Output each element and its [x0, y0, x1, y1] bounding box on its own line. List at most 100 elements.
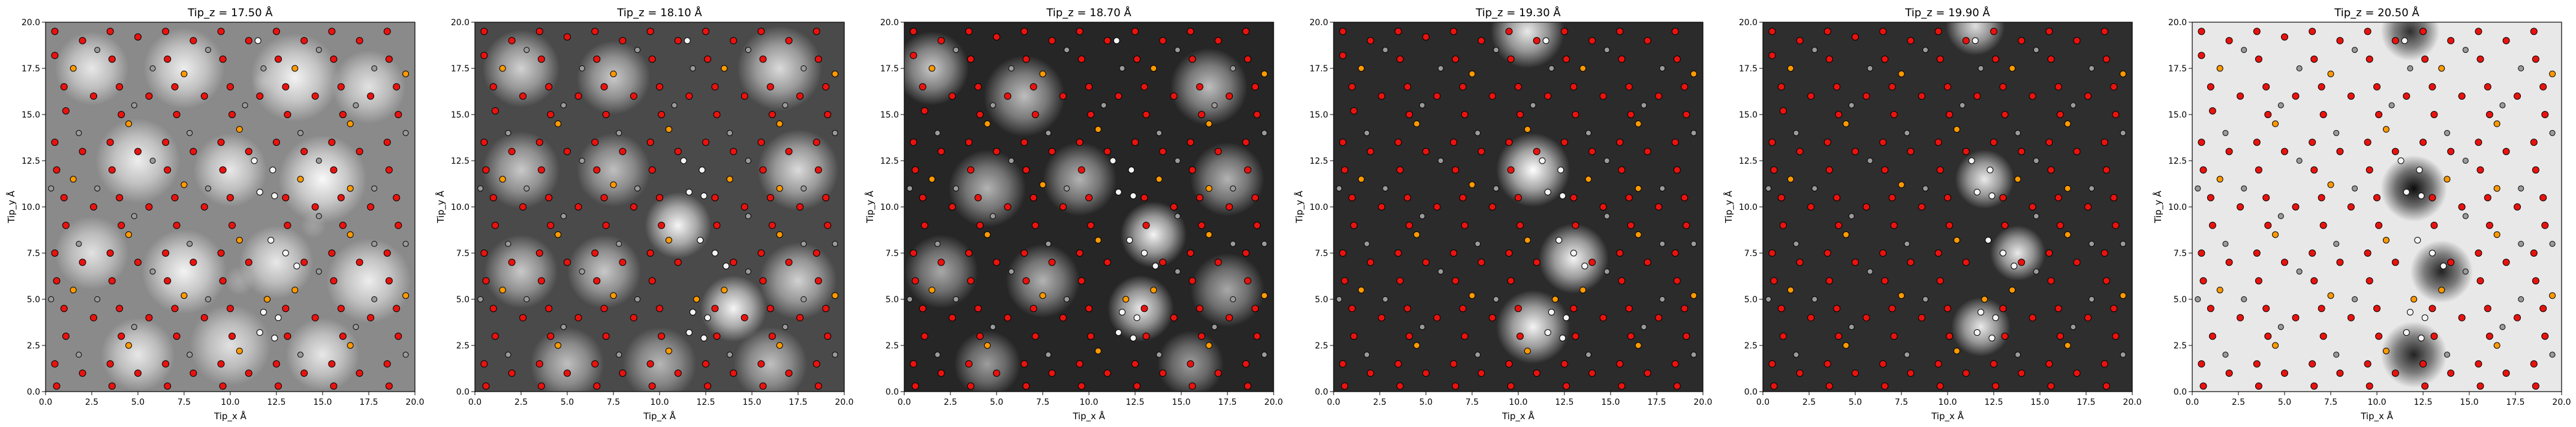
atom-gray — [1904, 130, 1910, 136]
atom-gray — [1064, 47, 1070, 53]
atom-orange — [1468, 181, 1476, 188]
atom-red — [2047, 382, 2055, 390]
atom-red — [2419, 28, 2427, 35]
atom-orange — [291, 65, 299, 72]
atom-gray — [2352, 47, 2358, 53]
atom-orange — [1150, 65, 1157, 72]
y-tick-label: 15.0 — [1310, 110, 1328, 120]
atom-red — [2310, 382, 2318, 390]
atom-red — [200, 92, 208, 100]
atom-red — [311, 203, 319, 211]
atom-orange — [2064, 342, 2071, 349]
atom-red — [2476, 166, 2484, 174]
heatmap-blob — [2381, 155, 2448, 222]
atom-gray — [1045, 130, 1052, 136]
atom-red — [1681, 194, 1689, 202]
atom-white — [1999, 249, 2006, 257]
atom-orange — [776, 120, 783, 127]
atom-red — [1187, 139, 1194, 146]
heatmap-blob — [482, 131, 560, 209]
atom-gray — [76, 351, 82, 358]
atom-white — [256, 188, 263, 196]
atom-red — [2281, 33, 2288, 41]
atom-red — [173, 111, 180, 118]
atom-red — [1516, 221, 1524, 229]
atom-gray — [1603, 268, 1610, 275]
atom-red — [1253, 332, 1261, 340]
atom-red — [339, 221, 347, 229]
atom-red — [217, 249, 225, 257]
atom-red — [674, 148, 682, 155]
atom-red — [1133, 55, 1141, 63]
atom-red — [330, 382, 338, 390]
atom-red — [1367, 148, 1374, 155]
heatmap-blob — [576, 133, 651, 207]
atom-red — [1076, 28, 1084, 35]
atom-gray — [801, 65, 807, 71]
atom-gray — [149, 65, 156, 71]
atom-red — [1907, 148, 1915, 155]
atom-red — [1378, 203, 1386, 211]
atom-gray — [1336, 185, 1343, 192]
atom-red — [2309, 28, 2316, 35]
atom-red — [2318, 83, 2325, 91]
atom-red — [1004, 203, 1012, 211]
atom-red — [1862, 314, 1870, 321]
atom-orange — [1898, 181, 1905, 188]
atom-red — [1214, 258, 1222, 266]
atom-red — [993, 369, 1000, 377]
atom-red — [1477, 148, 1485, 155]
atom-red — [106, 249, 114, 257]
atom-red — [1133, 382, 1141, 390]
atom-red — [1852, 369, 1859, 377]
atom-red — [2045, 139, 2053, 146]
atom-gray — [1100, 102, 1107, 109]
atom-red — [489, 305, 497, 312]
atom-red — [759, 166, 767, 174]
atom-red — [519, 92, 527, 100]
atom-gray — [1848, 324, 1855, 330]
atom-gray — [934, 351, 941, 358]
atom-red — [145, 92, 153, 100]
chart-svg: 0.0 2.5 5.0 7.5 10.0 12.5 15.0 17.5 20.0 0.0 2.5 5.… — [864, 6, 1283, 422]
atom-white — [1557, 166, 1564, 173]
atom-red — [1852, 33, 1859, 41]
atom-red — [1078, 277, 1085, 285]
x-tick-label: 12.5 — [1555, 398, 1573, 407]
atom-red — [189, 258, 197, 266]
atom-gray — [371, 296, 378, 302]
atom-gray — [523, 296, 530, 302]
atom-gray — [1811, 185, 1818, 192]
atom-red — [1030, 83, 1037, 91]
atom-red — [1618, 277, 1626, 285]
atom-orange — [1898, 292, 1905, 299]
atom-white — [1115, 188, 1122, 196]
atom-red — [275, 382, 282, 390]
heatmap-blob — [143, 28, 225, 109]
heatmap-blob — [278, 134, 367, 224]
atom-orange — [1843, 231, 1850, 238]
atom-red — [1962, 148, 1970, 155]
atom-red — [1131, 360, 1139, 368]
atom-orange — [1635, 231, 1642, 238]
atom-red — [1022, 277, 1030, 285]
x-tick-label: 17.5 — [1647, 398, 1666, 407]
atom-red — [2073, 37, 2081, 44]
atom-red — [1673, 55, 1681, 63]
atom-red — [1879, 360, 1887, 368]
atom-red — [1087, 332, 1095, 340]
atom-red — [2309, 249, 2316, 257]
atom-red — [1488, 92, 1496, 100]
atom-red — [519, 314, 527, 321]
atom-red — [656, 194, 663, 202]
atom-gray — [1659, 296, 1666, 302]
atom-orange — [832, 70, 839, 77]
atom-red — [300, 258, 308, 266]
atom-gray — [1867, 158, 1873, 164]
atom-red — [2056, 332, 2064, 340]
atom-red — [796, 314, 804, 321]
atom-red — [108, 382, 116, 390]
atom-red — [2502, 148, 2510, 155]
atom-red — [535, 139, 543, 146]
atom-gray — [1174, 268, 1181, 275]
